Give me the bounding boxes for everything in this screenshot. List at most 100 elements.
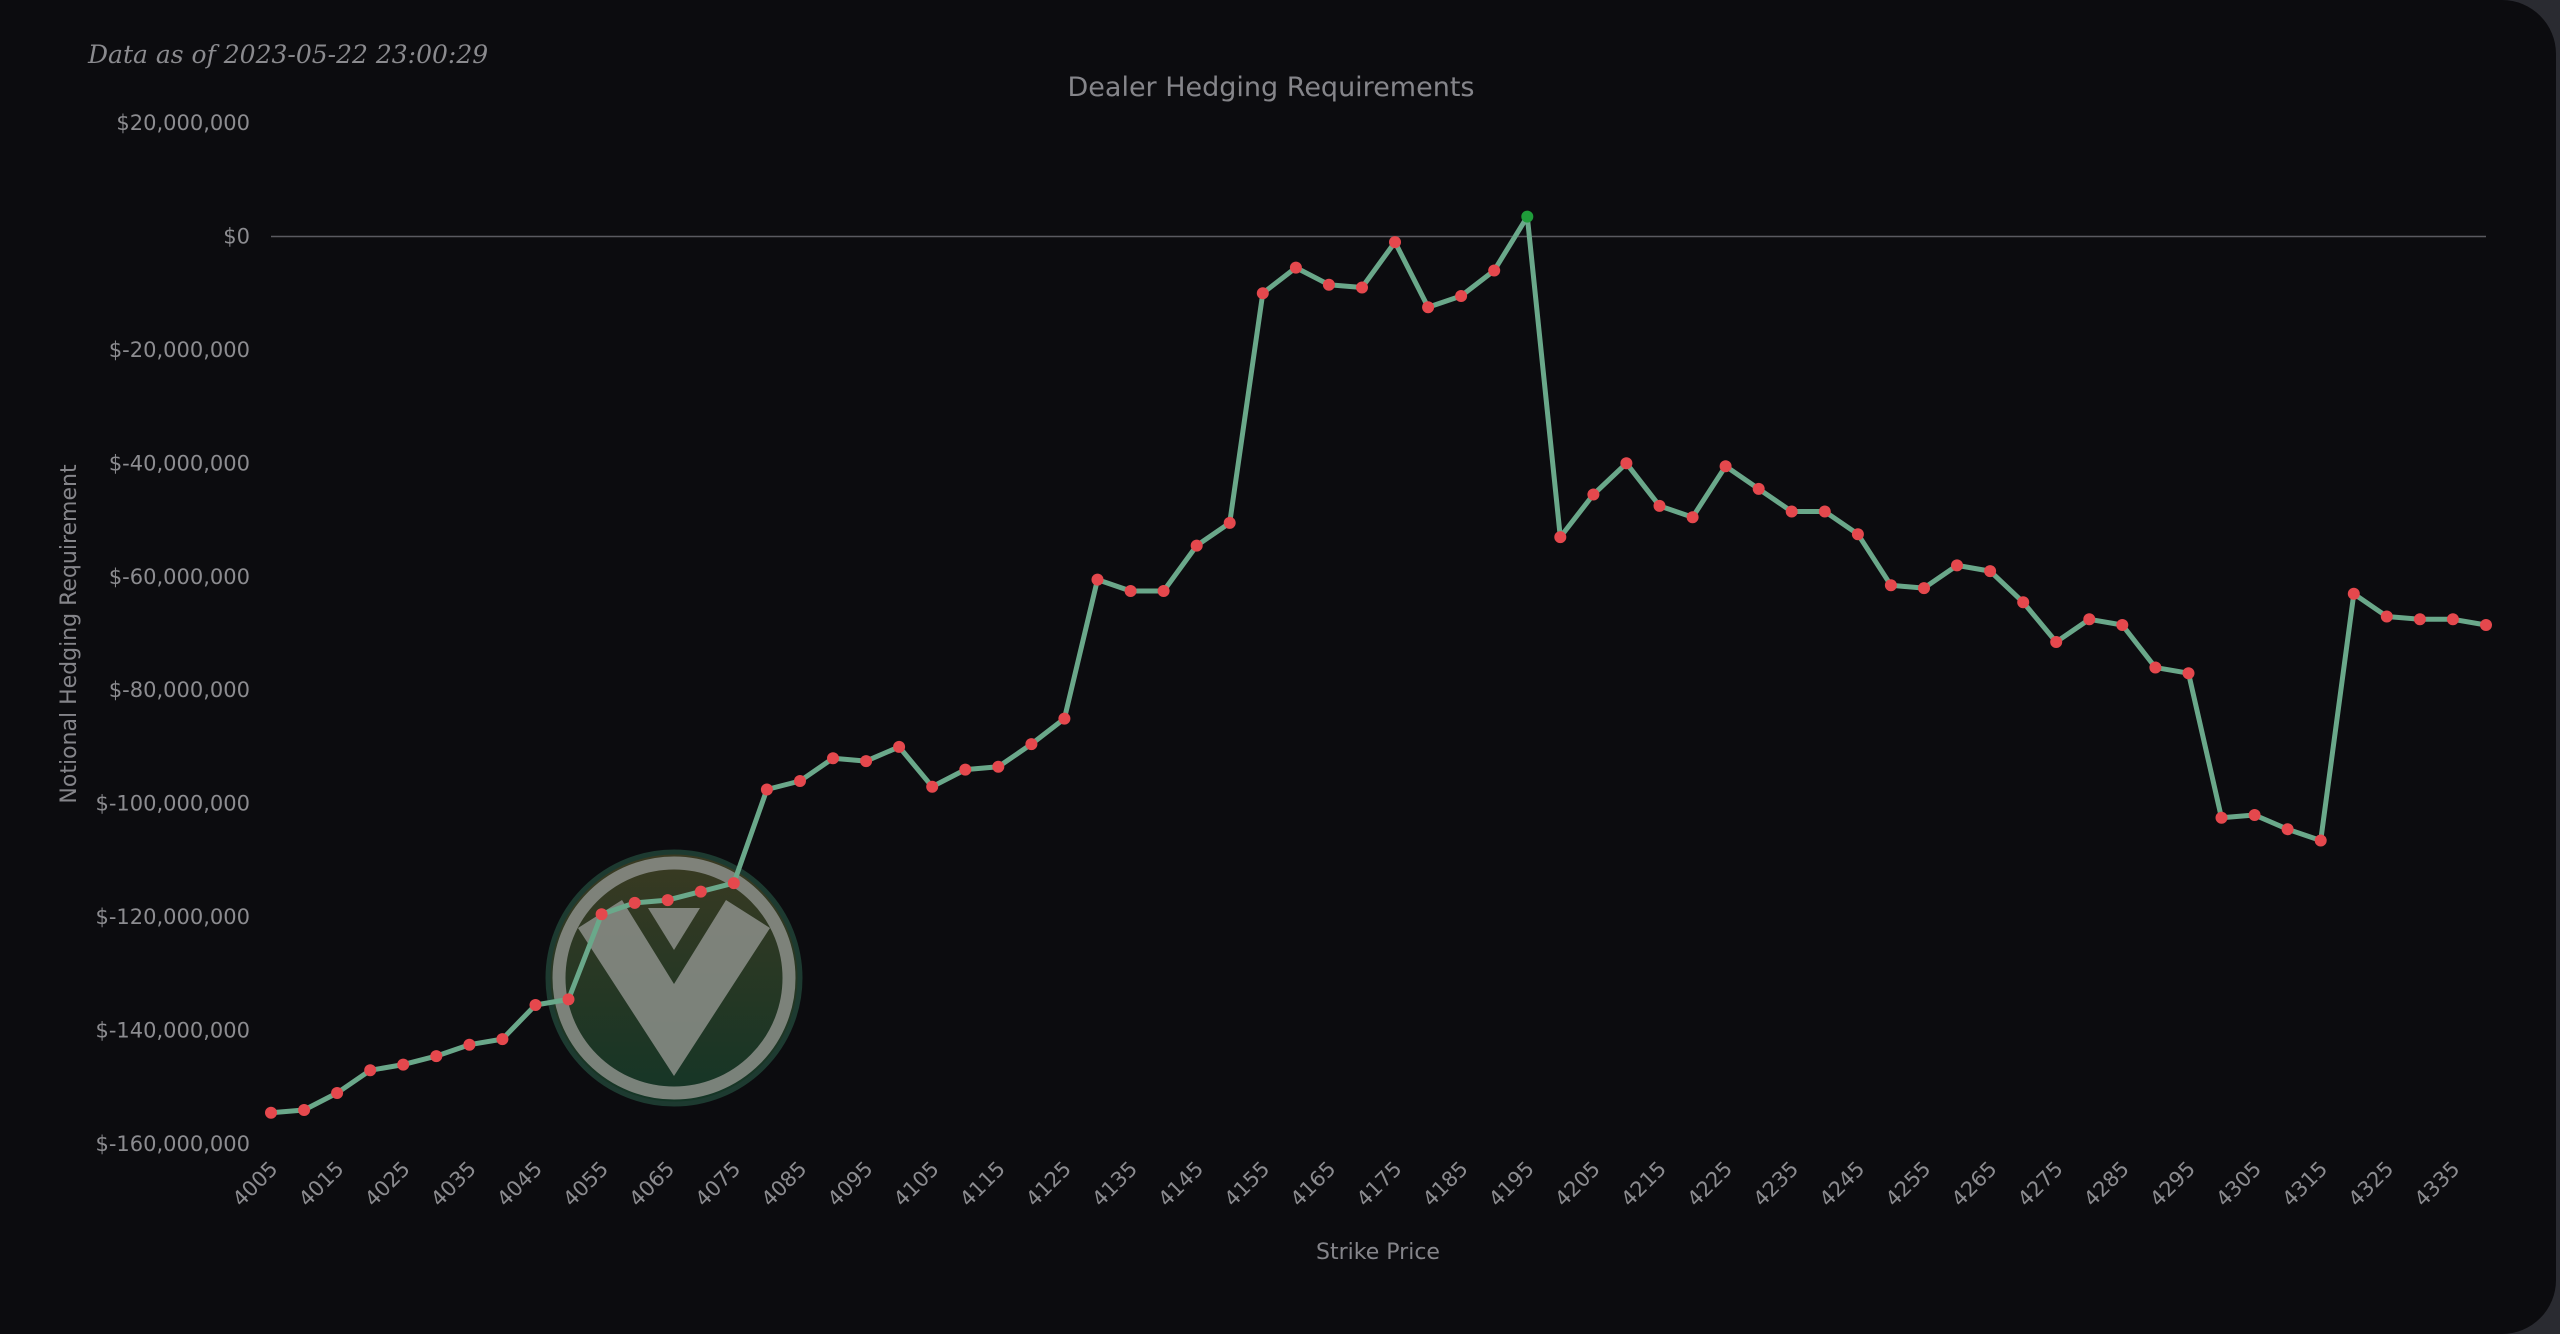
data-point[interactable] [1389, 236, 1401, 249]
y-tick-label: $-120,000,000 [95, 905, 250, 929]
data-point[interactable] [1289, 261, 1302, 274]
x-axis-ticks: 4005 4015 4025 4035 4045 4055 4065 4075 4085 4095… [228, 1157, 2465, 1212]
data-point[interactable] [760, 783, 773, 796]
data-point[interactable] [595, 908, 608, 921]
data-point[interactable] [2413, 613, 2426, 626]
data-point[interactable] [2480, 619, 2492, 631]
data-point[interactable] [1984, 565, 1997, 578]
data-point[interactable] [1587, 488, 1600, 501]
data-point[interactable] [2182, 667, 2195, 680]
x-axis-title: Strike Price [1316, 1240, 1440, 1265]
data-point[interactable] [2050, 636, 2063, 648]
v-shield-logo-icon [545, 849, 803, 1107]
y-tick-label: $-20,000,000 [109, 338, 250, 362]
data-point[interactable] [1554, 531, 1567, 544]
data-point[interactable] [1752, 482, 1765, 495]
x-tick-label: 4275 [2013, 1157, 2068, 1212]
data-point[interactable] [727, 877, 740, 890]
data-point[interactable] [430, 1050, 443, 1063]
data-point[interactable] [926, 780, 939, 793]
data-point[interactable] [1356, 281, 1368, 294]
data-point[interactable] [2248, 809, 2261, 821]
data-point[interactable] [2281, 823, 2294, 836]
data-point[interactable] [1223, 516, 1236, 529]
data-point[interactable] [1686, 511, 1699, 524]
x-tick-label: 4065 [624, 1157, 679, 1212]
y-axis-ticks: $20,000,000 $0 $-20,000,000 $-40,000,000 $-6… [95, 111, 250, 1156]
data-point[interactable] [1025, 738, 1038, 751]
data-point[interactable] [2017, 596, 2030, 609]
data-point[interactable] [265, 1106, 277, 1119]
x-tick-label: 4195 [1484, 1157, 1539, 1212]
data-point[interactable] [1157, 585, 1170, 597]
x-tick-label: 4035 [426, 1157, 481, 1212]
data-point[interactable] [694, 885, 707, 898]
x-tick-label: 4295 [2145, 1157, 2200, 1212]
x-tick-label: 4025 [360, 1157, 415, 1212]
data-point[interactable] [364, 1064, 377, 1077]
data-point[interactable] [1422, 301, 1435, 314]
data-point[interactable] [827, 752, 839, 765]
data-point[interactable] [2116, 619, 2129, 631]
data-point[interactable] [1719, 460, 1732, 473]
data-point[interactable] [992, 760, 1005, 773]
data-point[interactable] [1124, 585, 1137, 597]
data-point[interactable] [1091, 573, 1104, 586]
x-tick-label: 4135 [1087, 1157, 1142, 1212]
data-point[interactable] [2314, 834, 2327, 847]
data-point[interactable] [1884, 579, 1897, 592]
data-point[interactable] [1488, 264, 1501, 277]
x-tick-label: 4215 [1616, 1157, 1671, 1212]
data-point[interactable] [2347, 587, 2360, 600]
x-tick-label: 4005 [228, 1157, 283, 1212]
data-point[interactable] [661, 894, 674, 907]
data-point[interactable] [1058, 712, 1071, 725]
data-point[interactable] [298, 1104, 311, 1116]
x-tick-label: 4335 [2410, 1157, 2465, 1212]
x-tick-label: 4305 [2211, 1157, 2266, 1212]
data-point[interactable] [1918, 582, 1930, 595]
data-point[interactable] [1521, 210, 1534, 223]
data-point[interactable] [2215, 811, 2228, 824]
data-point[interactable] [1455, 290, 1468, 302]
data-point[interactable] [1190, 539, 1203, 552]
y-tick-label: $0 [223, 224, 250, 248]
data-point[interactable] [2149, 661, 2162, 674]
data-point[interactable] [1951, 559, 1963, 572]
data-point[interactable] [1785, 505, 1798, 518]
x-tick-label: 4235 [1749, 1157, 1804, 1212]
y-tick-label: $-160,000,000 [95, 1132, 250, 1156]
data-point[interactable] [529, 999, 542, 1011]
x-tick-label: 4085 [757, 1157, 812, 1212]
x-tick-label: 4165 [1286, 1157, 1341, 1212]
data-point[interactable] [893, 740, 906, 753]
data-point[interactable] [562, 993, 575, 1006]
data-point[interactable] [397, 1058, 410, 1071]
x-tick-label: 4225 [1682, 1157, 1737, 1212]
data-point[interactable] [2380, 610, 2393, 623]
data-point[interactable] [1322, 278, 1335, 291]
data-point[interactable] [1653, 499, 1666, 512]
data-timestamp: Data as of 2023-05-22 23:00:29 [88, 40, 489, 69]
data-point[interactable] [1256, 287, 1269, 300]
data-point[interactable] [628, 896, 641, 909]
data-point[interactable] [959, 763, 972, 776]
y-tick-label: $-140,000,000 [95, 1019, 250, 1043]
y-axis-title: Notional Hedging Requirement [57, 464, 82, 804]
x-tick-label: 4125 [1021, 1157, 1076, 1212]
x-tick-label: 4155 [1220, 1157, 1275, 1212]
data-point[interactable] [2446, 613, 2459, 626]
data-point[interactable] [1818, 505, 1831, 518]
data-point[interactable] [794, 775, 806, 787]
data-point[interactable] [463, 1038, 476, 1051]
x-tick-label: 4055 [558, 1157, 613, 1212]
data-point[interactable] [1620, 457, 1633, 470]
data-point[interactable] [860, 755, 873, 768]
data-point[interactable] [2083, 613, 2096, 626]
y-tick-label: $20,000,000 [116, 111, 250, 135]
data-point[interactable] [1851, 528, 1864, 541]
data-point[interactable] [331, 1087, 344, 1099]
data-point[interactable] [496, 1033, 509, 1046]
